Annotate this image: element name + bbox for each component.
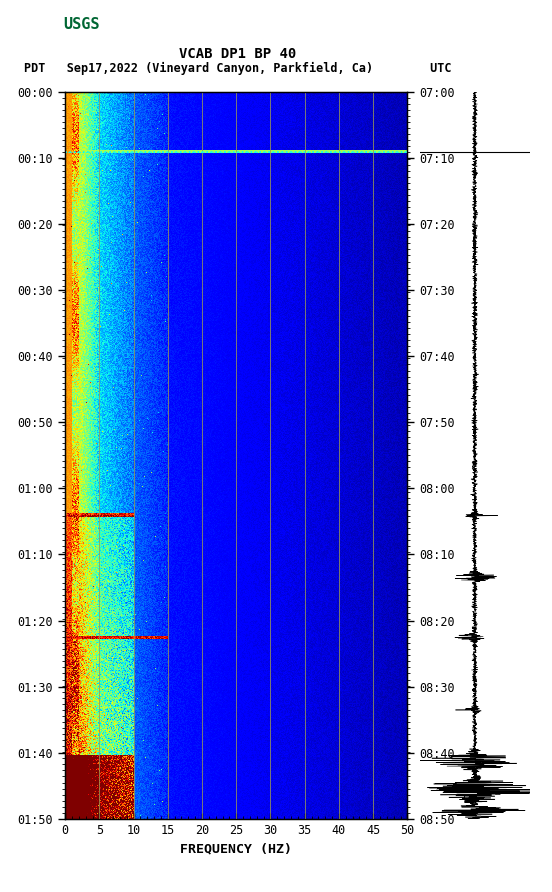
Text: VCAB DP1 BP 40: VCAB DP1 BP 40 <box>179 46 296 61</box>
Text: PDT   Sep17,2022 (Vineyard Canyon, Parkfield, Ca)        UTC: PDT Sep17,2022 (Vineyard Canyon, Parkfie… <box>24 62 451 75</box>
X-axis label: FREQUENCY (HZ): FREQUENCY (HZ) <box>181 842 292 855</box>
Text: USGS: USGS <box>63 18 100 32</box>
